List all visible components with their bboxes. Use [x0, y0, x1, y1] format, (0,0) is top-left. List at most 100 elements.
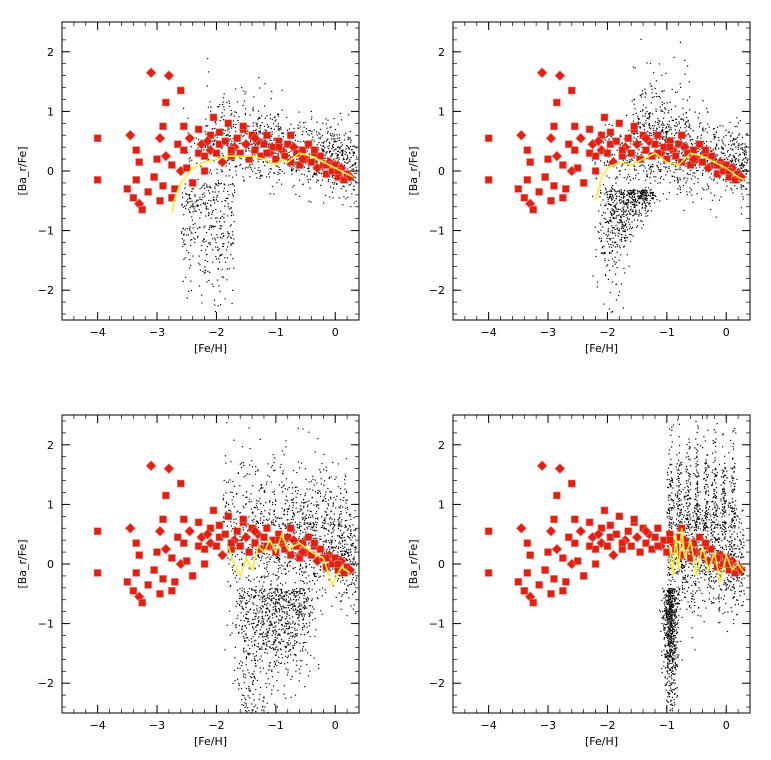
cloud-point	[233, 564, 235, 567]
cloud-point	[657, 121, 659, 123]
observation-point	[575, 132, 587, 144]
cloud-point	[216, 279, 219, 281]
cloud-point	[280, 126, 282, 128]
cloud-point	[687, 126, 689, 128]
cloud-point	[608, 222, 610, 224]
cloud-point	[642, 202, 644, 204]
cloud-point	[220, 116, 222, 118]
cloud-point	[297, 606, 299, 608]
cloud-point	[279, 620, 281, 622]
cloud-point	[310, 528, 312, 530]
cloud-point	[244, 706, 246, 709]
cloud-point	[330, 570, 332, 572]
cloud-point	[302, 183, 304, 185]
cloud-point	[646, 158, 648, 160]
cloud-point	[248, 150, 250, 152]
cloud-point	[614, 256, 616, 258]
cloud-point	[303, 174, 305, 176]
cloud-point	[258, 565, 260, 567]
cloud-point	[700, 134, 702, 136]
cloud-point	[216, 136, 218, 139]
cloud-point	[251, 519, 253, 521]
cloud-point	[207, 208, 209, 210]
cloud-point	[324, 157, 326, 159]
cloud-point	[347, 138, 349, 140]
cloud-point	[259, 170, 261, 172]
cloud-point	[652, 191, 654, 193]
cloud-point	[254, 567, 256, 569]
cloud-point	[209, 243, 211, 245]
cloud-point	[325, 550, 327, 552]
cloud-point	[332, 187, 335, 189]
cloud-point	[316, 144, 318, 146]
cloud-point	[222, 232, 224, 234]
cloud-point	[265, 557, 267, 559]
cloud-point	[325, 123, 327, 125]
cloud-point	[601, 239, 603, 242]
cloud-point	[658, 119, 660, 121]
cloud-point	[334, 134, 336, 136]
cloud-point	[741, 143, 743, 145]
cloud-point	[288, 639, 290, 642]
cloud-point	[204, 146, 206, 148]
cloud-point	[265, 597, 267, 599]
cloud-point	[606, 196, 608, 198]
cloud-point	[609, 251, 611, 253]
cloud-point	[205, 202, 207, 204]
cloud-point	[256, 610, 258, 612]
cloud-point	[666, 131, 668, 133]
cloud-point	[625, 240, 627, 242]
cloud-point	[265, 160, 267, 163]
cloud-point	[333, 529, 335, 531]
cloud-point	[320, 478, 322, 480]
cloud-point	[232, 258, 234, 260]
cloud-point	[642, 164, 644, 166]
cloud-point	[219, 291, 221, 293]
cloud-point	[225, 165, 227, 167]
cloud-point	[188, 196, 190, 198]
cloud-point	[331, 540, 333, 542]
cloud-point	[264, 83, 266, 85]
cloud-point	[346, 592, 348, 594]
cloud-point	[626, 206, 628, 208]
cloud-point	[276, 665, 278, 667]
cloud-point	[677, 180, 679, 182]
cloud-point	[188, 208, 190, 210]
observation-point	[202, 135, 213, 147]
cloud-point	[658, 122, 660, 124]
cloud-point	[254, 129, 256, 131]
cloud-point	[208, 159, 210, 161]
cloud-point	[259, 125, 261, 127]
cloud-point	[591, 159, 593, 161]
cloud-point	[624, 210, 626, 212]
cloud-point	[281, 183, 283, 185]
cloud-point	[677, 181, 679, 183]
cloud-point	[205, 240, 207, 242]
cloud-point	[626, 199, 628, 201]
cloud-point	[715, 158, 717, 160]
cloud-point	[305, 622, 307, 625]
cloud-point	[617, 230, 620, 232]
cloud-point	[289, 604, 291, 607]
cloud-point	[618, 259, 620, 261]
cloud-point	[326, 152, 328, 154]
cloud-point	[301, 592, 303, 595]
cloud-point	[641, 206, 644, 208]
cloud-point	[289, 609, 291, 611]
cloud-point	[344, 153, 346, 155]
cloud-point	[230, 224, 232, 226]
cloud-point	[310, 654, 312, 657]
cloud-point	[638, 211, 640, 213]
cloud-point	[290, 608, 292, 610]
cloud-point	[625, 224, 627, 226]
cloud-point	[277, 154, 279, 156]
cloud-point	[623, 215, 625, 218]
cloud-point	[612, 227, 614, 229]
cloud-point	[629, 209, 631, 211]
cloud-point	[230, 254, 232, 256]
cloud-point	[619, 173, 621, 176]
cloud-point	[626, 254, 628, 256]
cloud-point	[215, 139, 217, 141]
cloud-point	[281, 170, 283, 172]
cloud-point	[242, 615, 245, 617]
